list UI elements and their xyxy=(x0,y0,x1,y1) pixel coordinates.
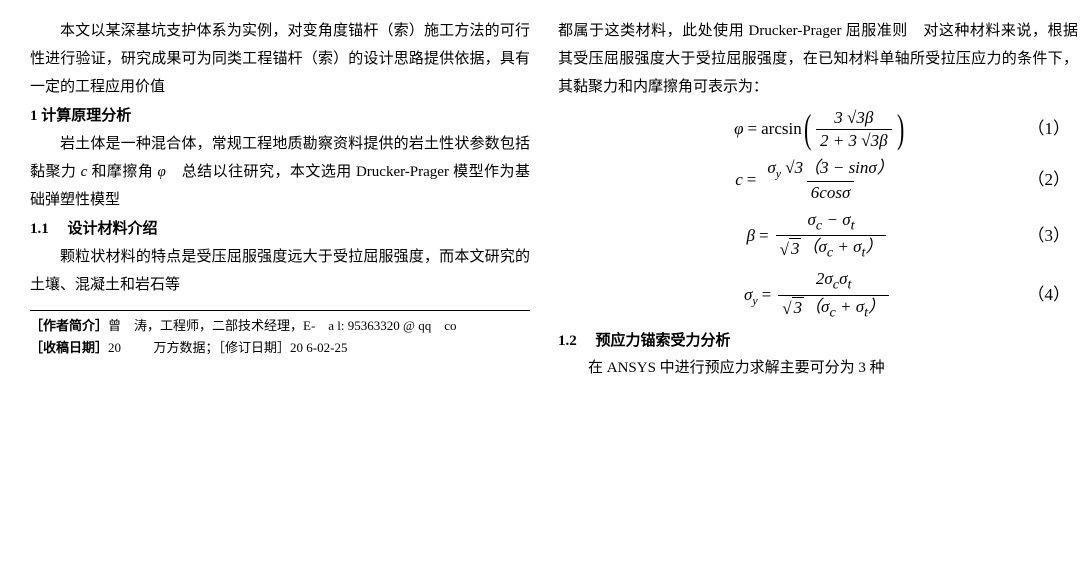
eq4-num: 2σcσt xyxy=(812,268,856,294)
eq1-label: （1） xyxy=(1028,113,1071,144)
left-column: 本文以某深基坑支护体系为实例，对变角度锚杆（索）施工方法的可行性进行验证，研究成… xyxy=(30,18,530,383)
right-p1: 都属于这类材料，此处使用 Drucker-Prager 屈服准则 对这种材料来说… xyxy=(558,18,1078,101)
eq2-num-a: σ xyxy=(767,158,775,177)
equation-3: β = σc − σt √3（σc + σt） （3） xyxy=(558,209,1078,262)
eq4-lhs-sub: y xyxy=(752,293,757,307)
eq3-num: σc − σt xyxy=(804,209,859,235)
eq4-den: √3（σc + σt） xyxy=(778,295,889,322)
fn-date-a: 20 xyxy=(108,340,121,355)
fn-author-label: ［作者简介］ xyxy=(30,318,108,333)
heading-1: 1 计算原理分析 xyxy=(30,103,530,131)
right-column: 都属于这类材料，此处使用 Drucker-Prager 屈服准则 对这种材料来说… xyxy=(558,18,1078,383)
eq3-label: （3） xyxy=(1028,220,1071,251)
fn-date-label: ［收稿日期］ xyxy=(30,340,108,355)
eq3-den: √3（σc + σt） xyxy=(776,235,887,262)
eq4-label: （4） xyxy=(1028,279,1071,310)
h11-title: 设计材料介绍 xyxy=(68,221,158,237)
eq2-label: （2） xyxy=(1028,164,1071,195)
p1b: 和摩擦角 xyxy=(87,164,157,180)
eq1-den: 2 + 3 √3β xyxy=(816,129,892,151)
equation-4: σy = 2σcσt √3（σc + σt） （4） xyxy=(558,268,1078,321)
equation-1: φ = arcsin ( 3 √3β 2 + 3 √3β ) （1） xyxy=(558,107,1078,151)
heading-1-2: 1.2预应力锚索受力分析 xyxy=(558,328,1078,356)
eq3-lhs: β xyxy=(747,220,755,251)
fn-author-text: 曾 涛，工程师，二部技术经理，E- a l: 95363320 @ qq co xyxy=(108,318,457,333)
fn-author: ［作者简介］曾 涛，工程师，二部技术经理，E- a l: 95363320 @ … xyxy=(30,315,530,337)
eq2-den: 6cosσ xyxy=(807,181,855,203)
para-1: 岩土体是一种混合体，常规工程地质勘察资料提供的岩土性状参数包括黏聚力 c 和摩擦… xyxy=(30,131,530,214)
fn-date: ［收稿日期］20 万方数据；［修订日期］20 6-02-25 xyxy=(30,337,530,359)
wanfang-mark: 万方数据 xyxy=(154,340,206,355)
equation-2: c = σy √3（3 − sinσ） 6cosσ （2） xyxy=(558,157,1078,204)
right-p2: 在 ANSYS 中进行预应力求解主要可分为 3 种 xyxy=(558,355,1078,383)
eq2-lhs: c xyxy=(735,164,743,195)
sym-phi: φ xyxy=(158,164,166,180)
eq1-fn: arcsin xyxy=(761,113,802,144)
intro-para: 本文以某深基坑支护体系为实例，对变角度锚杆（索）施工方法的可行性进行验证，研究成… xyxy=(30,18,530,101)
h12-title: 预应力锚索受力分析 xyxy=(596,333,731,349)
eq1-num: 3 √3β xyxy=(830,107,877,128)
heading-1-1: 1.1设计材料介绍 xyxy=(30,216,530,244)
h11-num: 1.1 xyxy=(30,216,68,244)
h12-num: 1.2 xyxy=(558,328,596,356)
eq2-num-b: √3（3 − sinσ） xyxy=(781,158,894,177)
eq1-lhs: φ xyxy=(734,113,743,144)
footnote-block: ［作者简介］曾 涛，工程师，二部技术经理，E- a l: 95363320 @ … xyxy=(30,310,530,359)
fn-date-b: ；［修订日期］20 6-02-25 xyxy=(206,340,348,355)
para-2: 颗粒状材料的特点是受压屈服强度远大于受拉屈服强度，而本文研究的土壤、混凝土和岩石… xyxy=(30,244,530,300)
